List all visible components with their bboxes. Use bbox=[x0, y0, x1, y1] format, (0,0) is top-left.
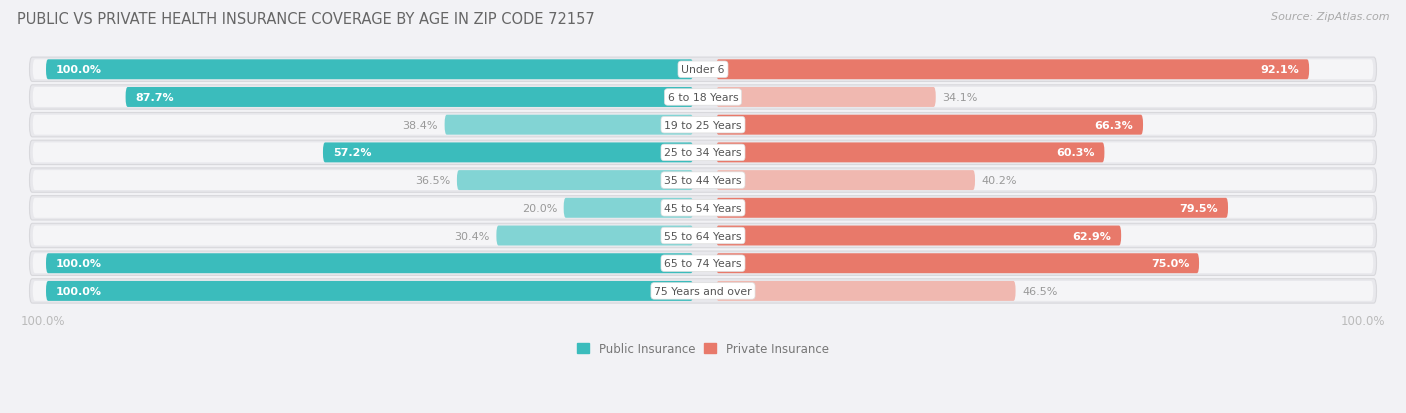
FancyBboxPatch shape bbox=[716, 254, 1374, 273]
FancyBboxPatch shape bbox=[30, 141, 1376, 165]
FancyBboxPatch shape bbox=[716, 88, 936, 108]
FancyBboxPatch shape bbox=[30, 85, 1376, 110]
FancyBboxPatch shape bbox=[716, 60, 1374, 80]
FancyBboxPatch shape bbox=[716, 226, 1121, 246]
Text: 20.0%: 20.0% bbox=[522, 203, 557, 213]
Text: 55 to 64 Years: 55 to 64 Years bbox=[664, 231, 742, 241]
FancyBboxPatch shape bbox=[32, 88, 690, 108]
Text: 100.0%: 100.0% bbox=[56, 286, 101, 296]
FancyBboxPatch shape bbox=[125, 88, 693, 108]
FancyBboxPatch shape bbox=[30, 252, 1376, 276]
Text: 66.3%: 66.3% bbox=[1094, 121, 1133, 131]
FancyBboxPatch shape bbox=[716, 281, 1374, 301]
Text: 36.5%: 36.5% bbox=[415, 176, 450, 186]
Text: 46.5%: 46.5% bbox=[1022, 286, 1057, 296]
Text: 30.4%: 30.4% bbox=[454, 231, 489, 241]
FancyBboxPatch shape bbox=[46, 60, 693, 80]
Text: 87.7%: 87.7% bbox=[135, 93, 174, 103]
FancyBboxPatch shape bbox=[32, 143, 690, 163]
FancyBboxPatch shape bbox=[32, 254, 690, 273]
FancyBboxPatch shape bbox=[716, 143, 1374, 163]
Text: 75 Years and over: 75 Years and over bbox=[654, 286, 752, 296]
FancyBboxPatch shape bbox=[30, 113, 1376, 138]
Legend: Public Insurance, Private Insurance: Public Insurance, Private Insurance bbox=[572, 337, 834, 360]
FancyBboxPatch shape bbox=[716, 171, 1374, 191]
Text: Under 6: Under 6 bbox=[682, 65, 724, 75]
FancyBboxPatch shape bbox=[716, 60, 1309, 80]
FancyBboxPatch shape bbox=[32, 281, 690, 301]
FancyBboxPatch shape bbox=[564, 198, 693, 218]
FancyBboxPatch shape bbox=[32, 60, 690, 80]
FancyBboxPatch shape bbox=[30, 224, 1376, 248]
Text: 35 to 44 Years: 35 to 44 Years bbox=[664, 176, 742, 186]
Text: 62.9%: 62.9% bbox=[1073, 231, 1111, 241]
FancyBboxPatch shape bbox=[716, 171, 974, 191]
FancyBboxPatch shape bbox=[32, 171, 690, 191]
FancyBboxPatch shape bbox=[32, 198, 690, 218]
Text: 60.3%: 60.3% bbox=[1056, 148, 1094, 158]
FancyBboxPatch shape bbox=[716, 88, 1374, 108]
FancyBboxPatch shape bbox=[323, 143, 693, 163]
Text: 25 to 34 Years: 25 to 34 Years bbox=[664, 148, 742, 158]
FancyBboxPatch shape bbox=[496, 226, 693, 246]
FancyBboxPatch shape bbox=[30, 58, 1376, 82]
FancyBboxPatch shape bbox=[716, 198, 1374, 218]
Text: 100.0%: 100.0% bbox=[56, 65, 101, 75]
FancyBboxPatch shape bbox=[46, 254, 693, 273]
Text: 79.5%: 79.5% bbox=[1180, 203, 1218, 213]
Text: 45 to 54 Years: 45 to 54 Years bbox=[664, 203, 742, 213]
FancyBboxPatch shape bbox=[30, 279, 1376, 304]
Text: 40.2%: 40.2% bbox=[981, 176, 1017, 186]
Text: 57.2%: 57.2% bbox=[333, 148, 371, 158]
FancyBboxPatch shape bbox=[716, 115, 1374, 135]
FancyBboxPatch shape bbox=[716, 281, 1015, 301]
FancyBboxPatch shape bbox=[457, 171, 693, 191]
Text: 92.1%: 92.1% bbox=[1260, 65, 1299, 75]
FancyBboxPatch shape bbox=[716, 198, 1227, 218]
Text: 75.0%: 75.0% bbox=[1150, 259, 1189, 268]
Text: Source: ZipAtlas.com: Source: ZipAtlas.com bbox=[1271, 12, 1389, 22]
FancyBboxPatch shape bbox=[716, 143, 1104, 163]
FancyBboxPatch shape bbox=[716, 115, 1143, 135]
FancyBboxPatch shape bbox=[30, 169, 1376, 193]
Text: 19 to 25 Years: 19 to 25 Years bbox=[664, 121, 742, 131]
Text: PUBLIC VS PRIVATE HEALTH INSURANCE COVERAGE BY AGE IN ZIP CODE 72157: PUBLIC VS PRIVATE HEALTH INSURANCE COVER… bbox=[17, 12, 595, 27]
Text: 38.4%: 38.4% bbox=[402, 121, 439, 131]
Text: 6 to 18 Years: 6 to 18 Years bbox=[668, 93, 738, 103]
Text: 100.0%: 100.0% bbox=[56, 259, 101, 268]
FancyBboxPatch shape bbox=[444, 115, 693, 135]
Text: 65 to 74 Years: 65 to 74 Years bbox=[664, 259, 742, 268]
FancyBboxPatch shape bbox=[32, 226, 690, 246]
FancyBboxPatch shape bbox=[32, 115, 690, 135]
FancyBboxPatch shape bbox=[30, 196, 1376, 221]
FancyBboxPatch shape bbox=[716, 226, 1374, 246]
Text: 34.1%: 34.1% bbox=[942, 93, 977, 103]
FancyBboxPatch shape bbox=[716, 254, 1199, 273]
FancyBboxPatch shape bbox=[46, 281, 693, 301]
